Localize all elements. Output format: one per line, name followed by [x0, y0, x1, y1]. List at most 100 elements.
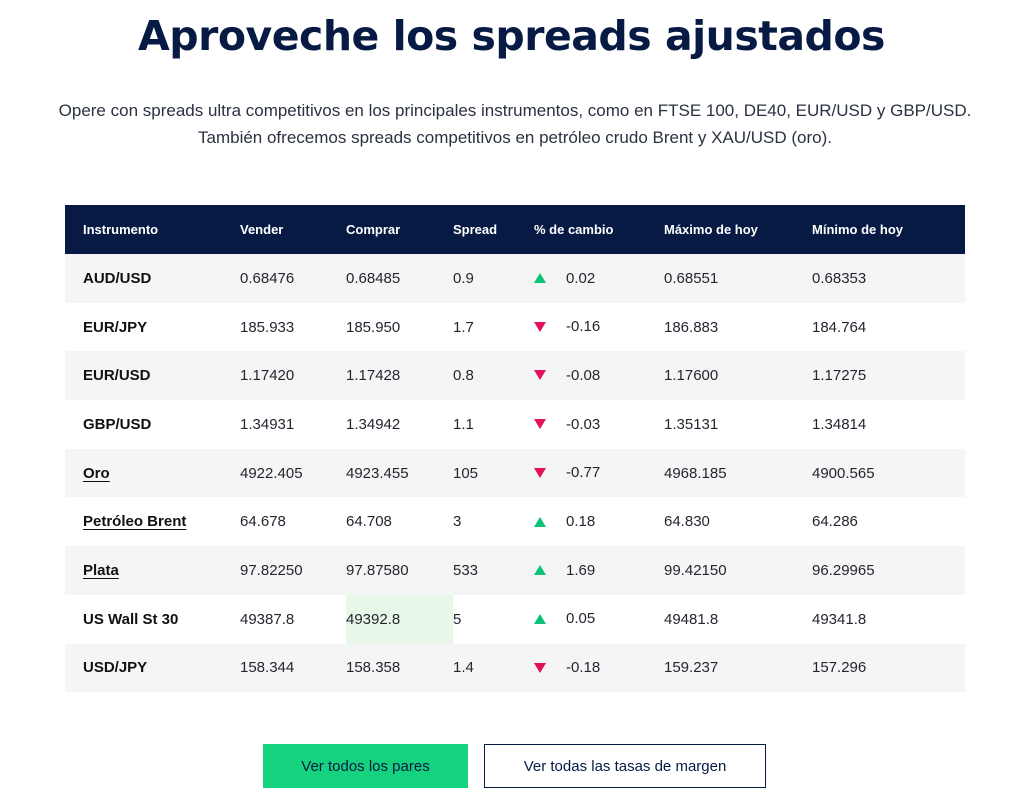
high-value: 1.35131: [664, 415, 719, 433]
instrument-link-silver[interactable]: Plata: [65, 546, 240, 595]
low-value: 49341.8: [812, 610, 867, 628]
instrument-link-gold[interactable]: Oro: [65, 449, 240, 498]
view-all-pairs-button[interactable]: Ver todos los pares: [263, 744, 468, 788]
spread-value: 1.1: [453, 415, 474, 433]
triangle-up-icon: [534, 273, 546, 284]
column-header-sell: Vender: [240, 222, 284, 237]
table-row: AUD/USD 0.68476 0.68485 0.9 0.02 0.68551…: [65, 254, 965, 303]
change-cell: -0.16: [534, 303, 664, 352]
column-header-instrument: Instrumento: [83, 222, 159, 237]
change-cell: 0.05: [534, 595, 664, 644]
change-value: -0.77: [566, 464, 601, 482]
sell-price[interactable]: 185.933: [240, 318, 295, 336]
table-row: EUR/USD 1.17420 1.17428 0.8 -0.08 1.1760…: [65, 351, 965, 401]
spreads-table: Instrumento Vender Comprar Spread % de c…: [65, 205, 965, 693]
page-subtitle: Opere con spreads ultra competitivos en …: [0, 97, 1023, 151]
change-cell: 0.02: [534, 254, 664, 303]
change-cell: -0.08: [534, 351, 664, 400]
low-value: 1.17275: [812, 367, 867, 385]
change-value: 1.69: [566, 561, 596, 579]
change-value: 0.18: [566, 513, 596, 531]
sell-price[interactable]: 1.17420: [240, 367, 295, 385]
change-value: 0.02: [566, 269, 596, 287]
table-row: US Wall St 30 49387.8 49392.8 5 0.05 494…: [65, 594, 965, 644]
sell-price[interactable]: 4922.405: [240, 464, 303, 482]
spread-value: 105: [453, 464, 479, 482]
sell-price[interactable]: 49387.8: [240, 610, 295, 628]
table-row: EUR/JPY 185.933 185.950 1.7 -0.16 186.88…: [65, 302, 965, 352]
table-row: Plata 97.82250 97.87580 533 1.69 99.4215…: [65, 546, 965, 595]
low-value: 157.296: [812, 659, 867, 677]
view-margin-rates-button[interactable]: Ver todas las tasas de margen: [484, 744, 766, 788]
table-row: Oro 4922.405 4923.455 105 -0.77 4968.185…: [65, 448, 965, 498]
change-value: -0.16: [566, 318, 601, 336]
sell-price[interactable]: 97.82250: [240, 561, 303, 579]
low-value: 184.764: [812, 318, 867, 336]
spread-value: 0.9: [453, 269, 474, 287]
table-row: GBP/USD 1.34931 1.34942 1.1 -0.03 1.3513…: [65, 400, 965, 449]
high-value: 186.883: [664, 318, 719, 336]
triangle-down-icon: [534, 419, 546, 430]
sell-price[interactable]: 0.68476: [240, 269, 295, 287]
column-header-change: % de cambio: [534, 222, 614, 237]
high-value: 4968.185: [664, 464, 727, 482]
table-row: USD/JPY 158.344 158.358 1.4 -0.18 159.23…: [65, 643, 965, 693]
change-value: -0.18: [566, 659, 601, 677]
low-value: 1.34814: [812, 415, 867, 433]
low-value: 0.68353: [812, 269, 867, 287]
buy-price[interactable]: 97.87580: [346, 561, 409, 579]
low-value: 96.29965: [812, 561, 875, 579]
page-title: Aproveche los spreads ajustados: [138, 12, 885, 60]
change-cell: -0.18: [534, 644, 664, 693]
buy-price[interactable]: 1.34942: [346, 415, 401, 433]
sell-price[interactable]: 1.34931: [240, 415, 295, 433]
instrument-name: EUR/USD: [83, 367, 151, 385]
buy-price[interactable]: 0.68485: [346, 269, 401, 287]
change-value: -0.03: [566, 415, 601, 433]
triangle-up-icon: [534, 613, 546, 624]
spread-value: 533: [453, 561, 479, 579]
instrument-name[interactable]: Petróleo Brent: [83, 513, 187, 531]
sell-price[interactable]: 64.678: [240, 513, 286, 531]
change-value: 0.05: [566, 610, 596, 628]
instrument-name[interactable]: Plata: [83, 561, 119, 579]
instrument-link-brent[interactable]: Petróleo Brent: [65, 497, 240, 546]
sell-price[interactable]: 158.344: [240, 659, 295, 677]
spread-value: 1.4: [453, 659, 474, 677]
low-value: 4900.565: [812, 464, 875, 482]
high-value: 99.42150: [664, 561, 727, 579]
buy-price[interactable]: 185.950: [346, 318, 401, 336]
triangle-down-icon: [534, 321, 546, 332]
instrument-name: EUR/JPY: [83, 318, 148, 336]
triangle-down-icon: [534, 467, 546, 478]
column-header-high: Máximo de hoy: [664, 222, 758, 237]
change-cell: -0.77: [534, 449, 664, 498]
triangle-down-icon: [534, 662, 546, 673]
buy-price[interactable]: 64.708: [346, 513, 392, 531]
high-value: 1.17600: [664, 367, 719, 385]
buy-price[interactable]: 158.358: [346, 659, 401, 677]
high-value: 49481.8: [664, 610, 719, 628]
table-row: Petróleo Brent 64.678 64.708 3 0.18 64.8…: [65, 497, 965, 547]
column-header-spread: Spread: [453, 222, 498, 237]
buy-price[interactable]: 1.17428: [346, 367, 401, 385]
change-value: -0.08: [566, 366, 601, 384]
buy-price-highlighted[interactable]: 49392.8: [346, 594, 453, 644]
triangle-up-icon: [534, 565, 546, 576]
low-value: 64.286: [812, 513, 858, 531]
high-value: 64.830: [664, 513, 710, 531]
triangle-down-icon: [534, 370, 546, 381]
instrument-name: AUD/USD: [83, 269, 152, 287]
subtitle-line-1: Opere con spreads ultra competitivos en …: [58, 101, 972, 120]
change-cell: 0.18: [534, 497, 664, 546]
triangle-up-icon: [534, 516, 546, 527]
spread-value: 5: [453, 610, 462, 628]
buy-price[interactable]: 4923.455: [346, 464, 409, 482]
spread-value: 1.7: [453, 318, 474, 336]
change-cell: 1.69: [534, 546, 664, 595]
subtitle-line-2: También ofrecemos spreads competitivos e…: [198, 128, 832, 147]
spread-value: 0.8: [453, 367, 474, 385]
instrument-name[interactable]: Oro: [83, 464, 110, 482]
column-header-low: Mínimo de hoy: [812, 222, 903, 237]
high-value: 159.237: [664, 659, 719, 677]
